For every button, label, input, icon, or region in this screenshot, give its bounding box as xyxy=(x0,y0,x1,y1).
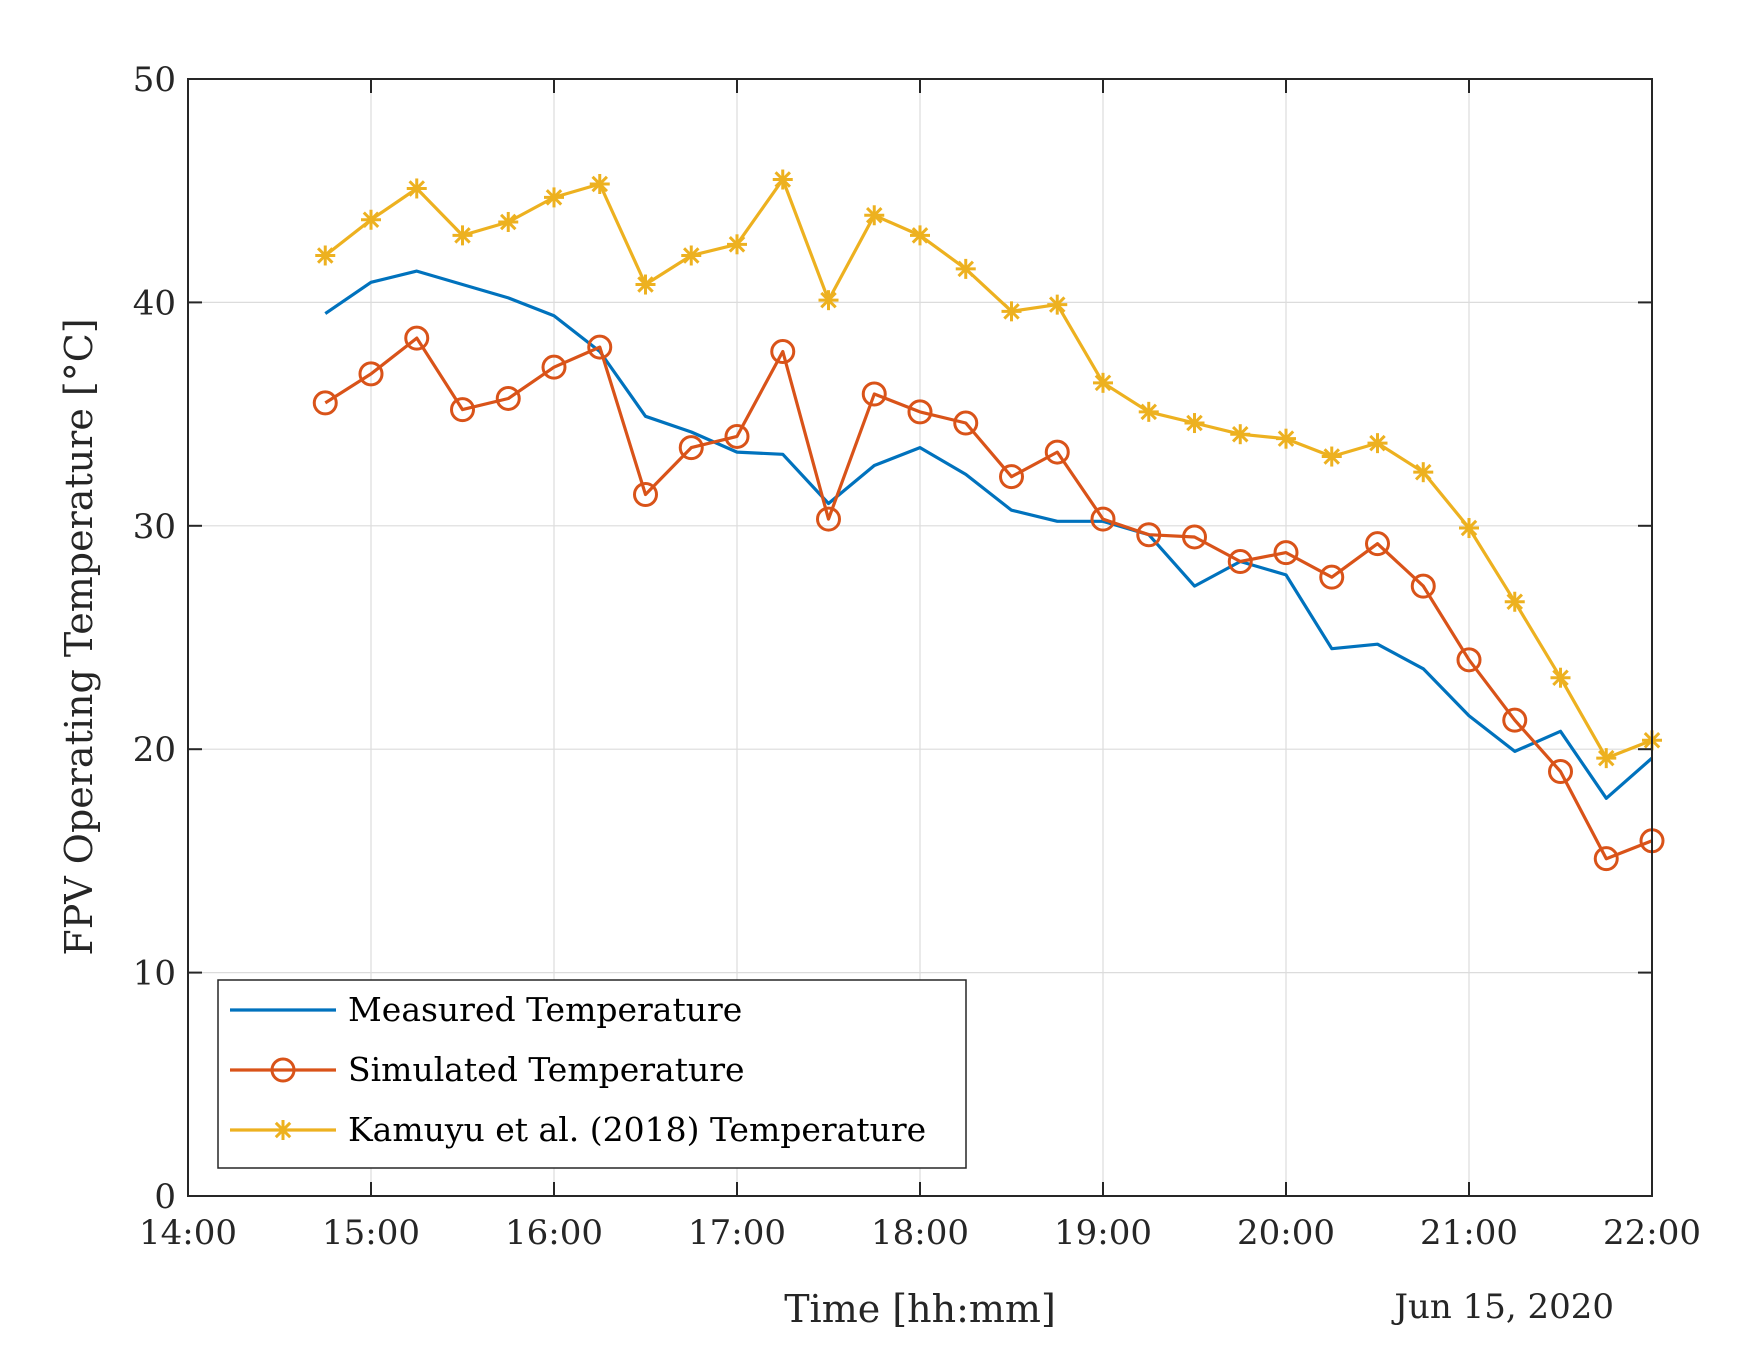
data-point-circle xyxy=(907,399,933,425)
data-point-asterisk xyxy=(1047,294,1068,315)
data-point-asterisk xyxy=(452,225,473,246)
data-point-circle xyxy=(270,1057,296,1083)
data-point-circle xyxy=(1273,540,1299,566)
data-point-circle xyxy=(541,354,567,380)
data-point-asterisk xyxy=(1413,462,1434,483)
data-point-asterisk xyxy=(1504,591,1525,612)
series-1 xyxy=(312,325,1665,872)
data-point-circle xyxy=(816,506,841,532)
data-point-asterisk xyxy=(544,187,564,208)
data-point-circle xyxy=(404,325,430,351)
data-point-circle xyxy=(358,361,384,387)
series-line xyxy=(324,177,1653,760)
data-point-asterisk xyxy=(1230,424,1251,445)
data-point-circle xyxy=(1136,522,1162,548)
data-point-circle xyxy=(633,482,658,508)
data-point-circle xyxy=(1090,506,1116,532)
data-point-asterisk xyxy=(498,211,519,232)
x-tick-label: 18:00 xyxy=(871,1213,969,1253)
series-2 xyxy=(315,169,1662,769)
data-point-circle xyxy=(770,339,796,365)
y-tick-label: 10 xyxy=(133,954,176,994)
x-tick-label: 22:00 xyxy=(1603,1213,1701,1253)
data-point-asterisk xyxy=(1596,748,1617,769)
data-point-circle xyxy=(495,385,521,411)
data-point-circle xyxy=(1227,549,1253,575)
data-point-asterisk xyxy=(1184,413,1205,434)
y-tick-label: 20 xyxy=(133,730,176,770)
data-point-circle xyxy=(1456,647,1482,673)
data-point-circle xyxy=(1044,439,1070,465)
data-point-asterisk xyxy=(1550,667,1571,688)
data-point-asterisk xyxy=(818,290,839,311)
data-point-asterisk xyxy=(864,205,885,226)
data-point-circle xyxy=(1319,564,1345,590)
x-tick-label: 19:00 xyxy=(1054,1213,1152,1253)
series-line xyxy=(324,336,1653,861)
data-point-asterisk xyxy=(1459,518,1479,539)
data-point-circle xyxy=(678,435,704,461)
data-point-circle xyxy=(587,334,613,360)
x-tick-label: 14:00 xyxy=(139,1213,237,1253)
data-point-asterisk xyxy=(361,209,381,230)
data-point-circle xyxy=(1410,573,1436,599)
series-line xyxy=(324,269,1654,800)
data-point-asterisk xyxy=(1367,433,1388,454)
x-tick-label: 20:00 xyxy=(1237,1213,1335,1253)
data-point-asterisk xyxy=(1001,301,1022,322)
legend-label: Simulated Temperature xyxy=(348,1050,745,1089)
date-label: Jun 15, 2020 xyxy=(1391,1287,1614,1327)
x-tick-label: 17:00 xyxy=(688,1213,786,1253)
y-tick-label: 0 xyxy=(154,1177,176,1217)
x-tick-label: 15:00 xyxy=(322,1213,420,1253)
data-point-asterisk xyxy=(727,234,747,255)
data-point-asterisk xyxy=(273,1120,293,1140)
legend-label: Kamuyu et al. (2018) Temperature xyxy=(348,1110,926,1149)
legend: Measured Temperature Simulated Temperatur… xyxy=(217,979,967,1169)
data-point-asterisk xyxy=(635,274,656,295)
y-axis-title: FPV Operating Temperature [°C] xyxy=(57,318,101,955)
data-point-circle xyxy=(1365,531,1390,557)
legend-item: Kamuyu et al. (2018) Temperature xyxy=(230,1110,926,1149)
data-point-asterisk xyxy=(772,169,793,190)
x-axis-title: Time [hh:mm] xyxy=(784,1287,1056,1331)
data-point-asterisk xyxy=(1093,372,1113,393)
y-tick-label: 30 xyxy=(133,507,176,547)
legend-label: Measured Temperature xyxy=(348,990,742,1029)
x-tick-label: 21:00 xyxy=(1420,1213,1518,1253)
data-point-circle xyxy=(1593,846,1619,872)
data-point-circle xyxy=(861,381,887,407)
series-layer xyxy=(312,169,1665,872)
legend-item: Simulated Temperature xyxy=(230,1050,745,1089)
legend-item: Measured Temperature xyxy=(230,990,742,1029)
data-point-asterisk xyxy=(1276,428,1296,449)
data-point-circle xyxy=(724,423,750,449)
grid-lines xyxy=(188,79,1652,1196)
data-point-asterisk xyxy=(1138,401,1159,422)
data-point-asterisk xyxy=(315,245,336,266)
data-point-asterisk xyxy=(955,258,976,279)
data-point-circle xyxy=(953,410,979,436)
data-point-circle xyxy=(450,397,475,423)
data-point-asterisk xyxy=(1321,446,1342,467)
legend-box xyxy=(217,979,967,1169)
data-point-circle xyxy=(1548,759,1573,785)
y-tick-label: 40 xyxy=(133,283,176,323)
data-point-asterisk xyxy=(681,245,702,266)
data-point-circle xyxy=(1182,524,1207,550)
x-tick-label: 16:00 xyxy=(505,1213,603,1253)
y-tick-label: 50 xyxy=(133,60,176,100)
data-point-circle xyxy=(312,390,338,416)
data-point-asterisk xyxy=(589,173,610,194)
data-point-circle xyxy=(1502,707,1528,733)
axis-ticks: 14:00 15:00 16:00 17:00 18:00 19:00 20:00 21:00… xyxy=(133,60,1701,1253)
series-0 xyxy=(324,269,1654,800)
data-point-asterisk xyxy=(406,178,427,199)
data-point-asterisk xyxy=(910,225,930,246)
data-point-circle xyxy=(999,464,1024,490)
